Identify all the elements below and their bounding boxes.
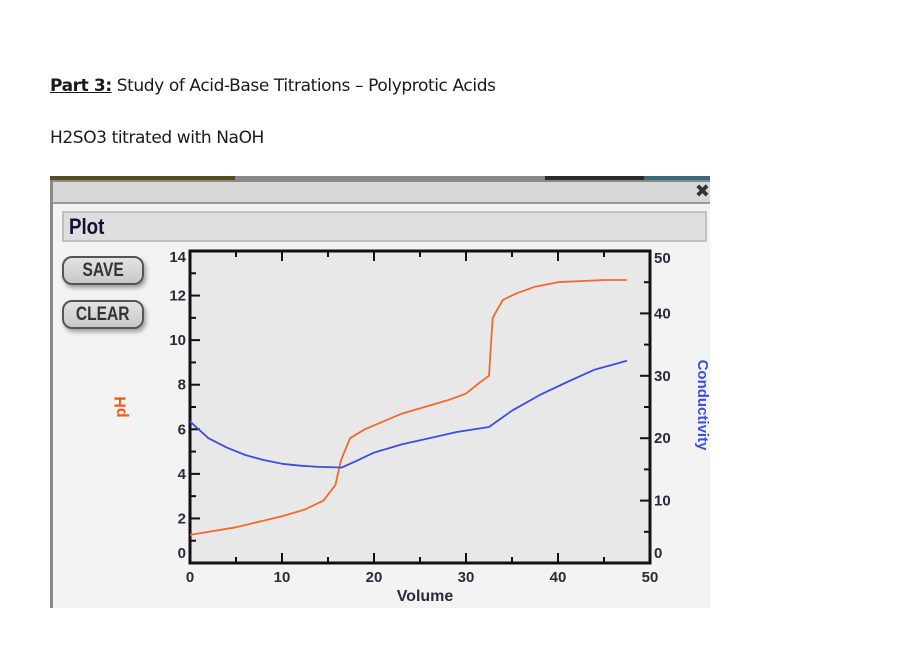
conductivity-axis-label: Conductivity [694, 360, 711, 451]
x-tick-label: 30 [458, 569, 475, 586]
y2-tick-label: 20 [654, 430, 671, 447]
clear-button-label: CLEAR [76, 304, 130, 325]
window-titlebar[interactable]: ✖ [53, 180, 710, 204]
conductivity-line [189, 359, 628, 469]
y-tick-label: 8 [178, 377, 186, 394]
save-button-label: SAVE [82, 260, 124, 281]
heading-part-label: Part 3: [50, 76, 112, 96]
x-tick-label: 50 [642, 569, 659, 586]
clear-button[interactable]: CLEAR [62, 300, 144, 329]
x-axis-label: Volume [397, 588, 454, 605]
document-heading: Part 3: Study of Acid-Base Titrations – … [50, 76, 496, 96]
x-tick-label: 40 [550, 569, 567, 586]
close-icon[interactable]: ✖ [694, 181, 710, 202]
y-tick-label: 14 [169, 249, 186, 266]
y2-tick-label: 10 [654, 493, 671, 510]
y2-tick-label: 50 [654, 250, 671, 267]
y-tick-label: 0 [178, 545, 186, 562]
save-button[interactable]: SAVE [62, 256, 144, 285]
y-tick-label: 6 [178, 421, 186, 438]
y2-tick-label: 40 [654, 305, 671, 322]
y-tick-label: 2 [178, 510, 186, 527]
plot-frame [188, 249, 652, 565]
ph-line [189, 279, 627, 536]
panel-title: Plot [69, 214, 105, 239]
y-tick-label: 12 [169, 288, 186, 305]
panel-header: Plot [62, 211, 707, 242]
y-tick-label: 10 [169, 332, 186, 349]
window-top-strip [50, 176, 710, 180]
heading-text: Study of Acid-Base Titrations – Polyprot… [111, 76, 496, 96]
x-tick-label: 10 [274, 569, 291, 586]
plot-area [190, 251, 650, 563]
y2-tick-label: 30 [654, 368, 671, 385]
y-tick-label: 4 [178, 466, 187, 483]
x-tick-label: 20 [366, 569, 383, 586]
x-tick-label: 0 [186, 569, 194, 586]
document-subheading: H2SO3 titrated with NaOH [50, 128, 264, 148]
y2-tick-label: 0 [654, 545, 662, 562]
